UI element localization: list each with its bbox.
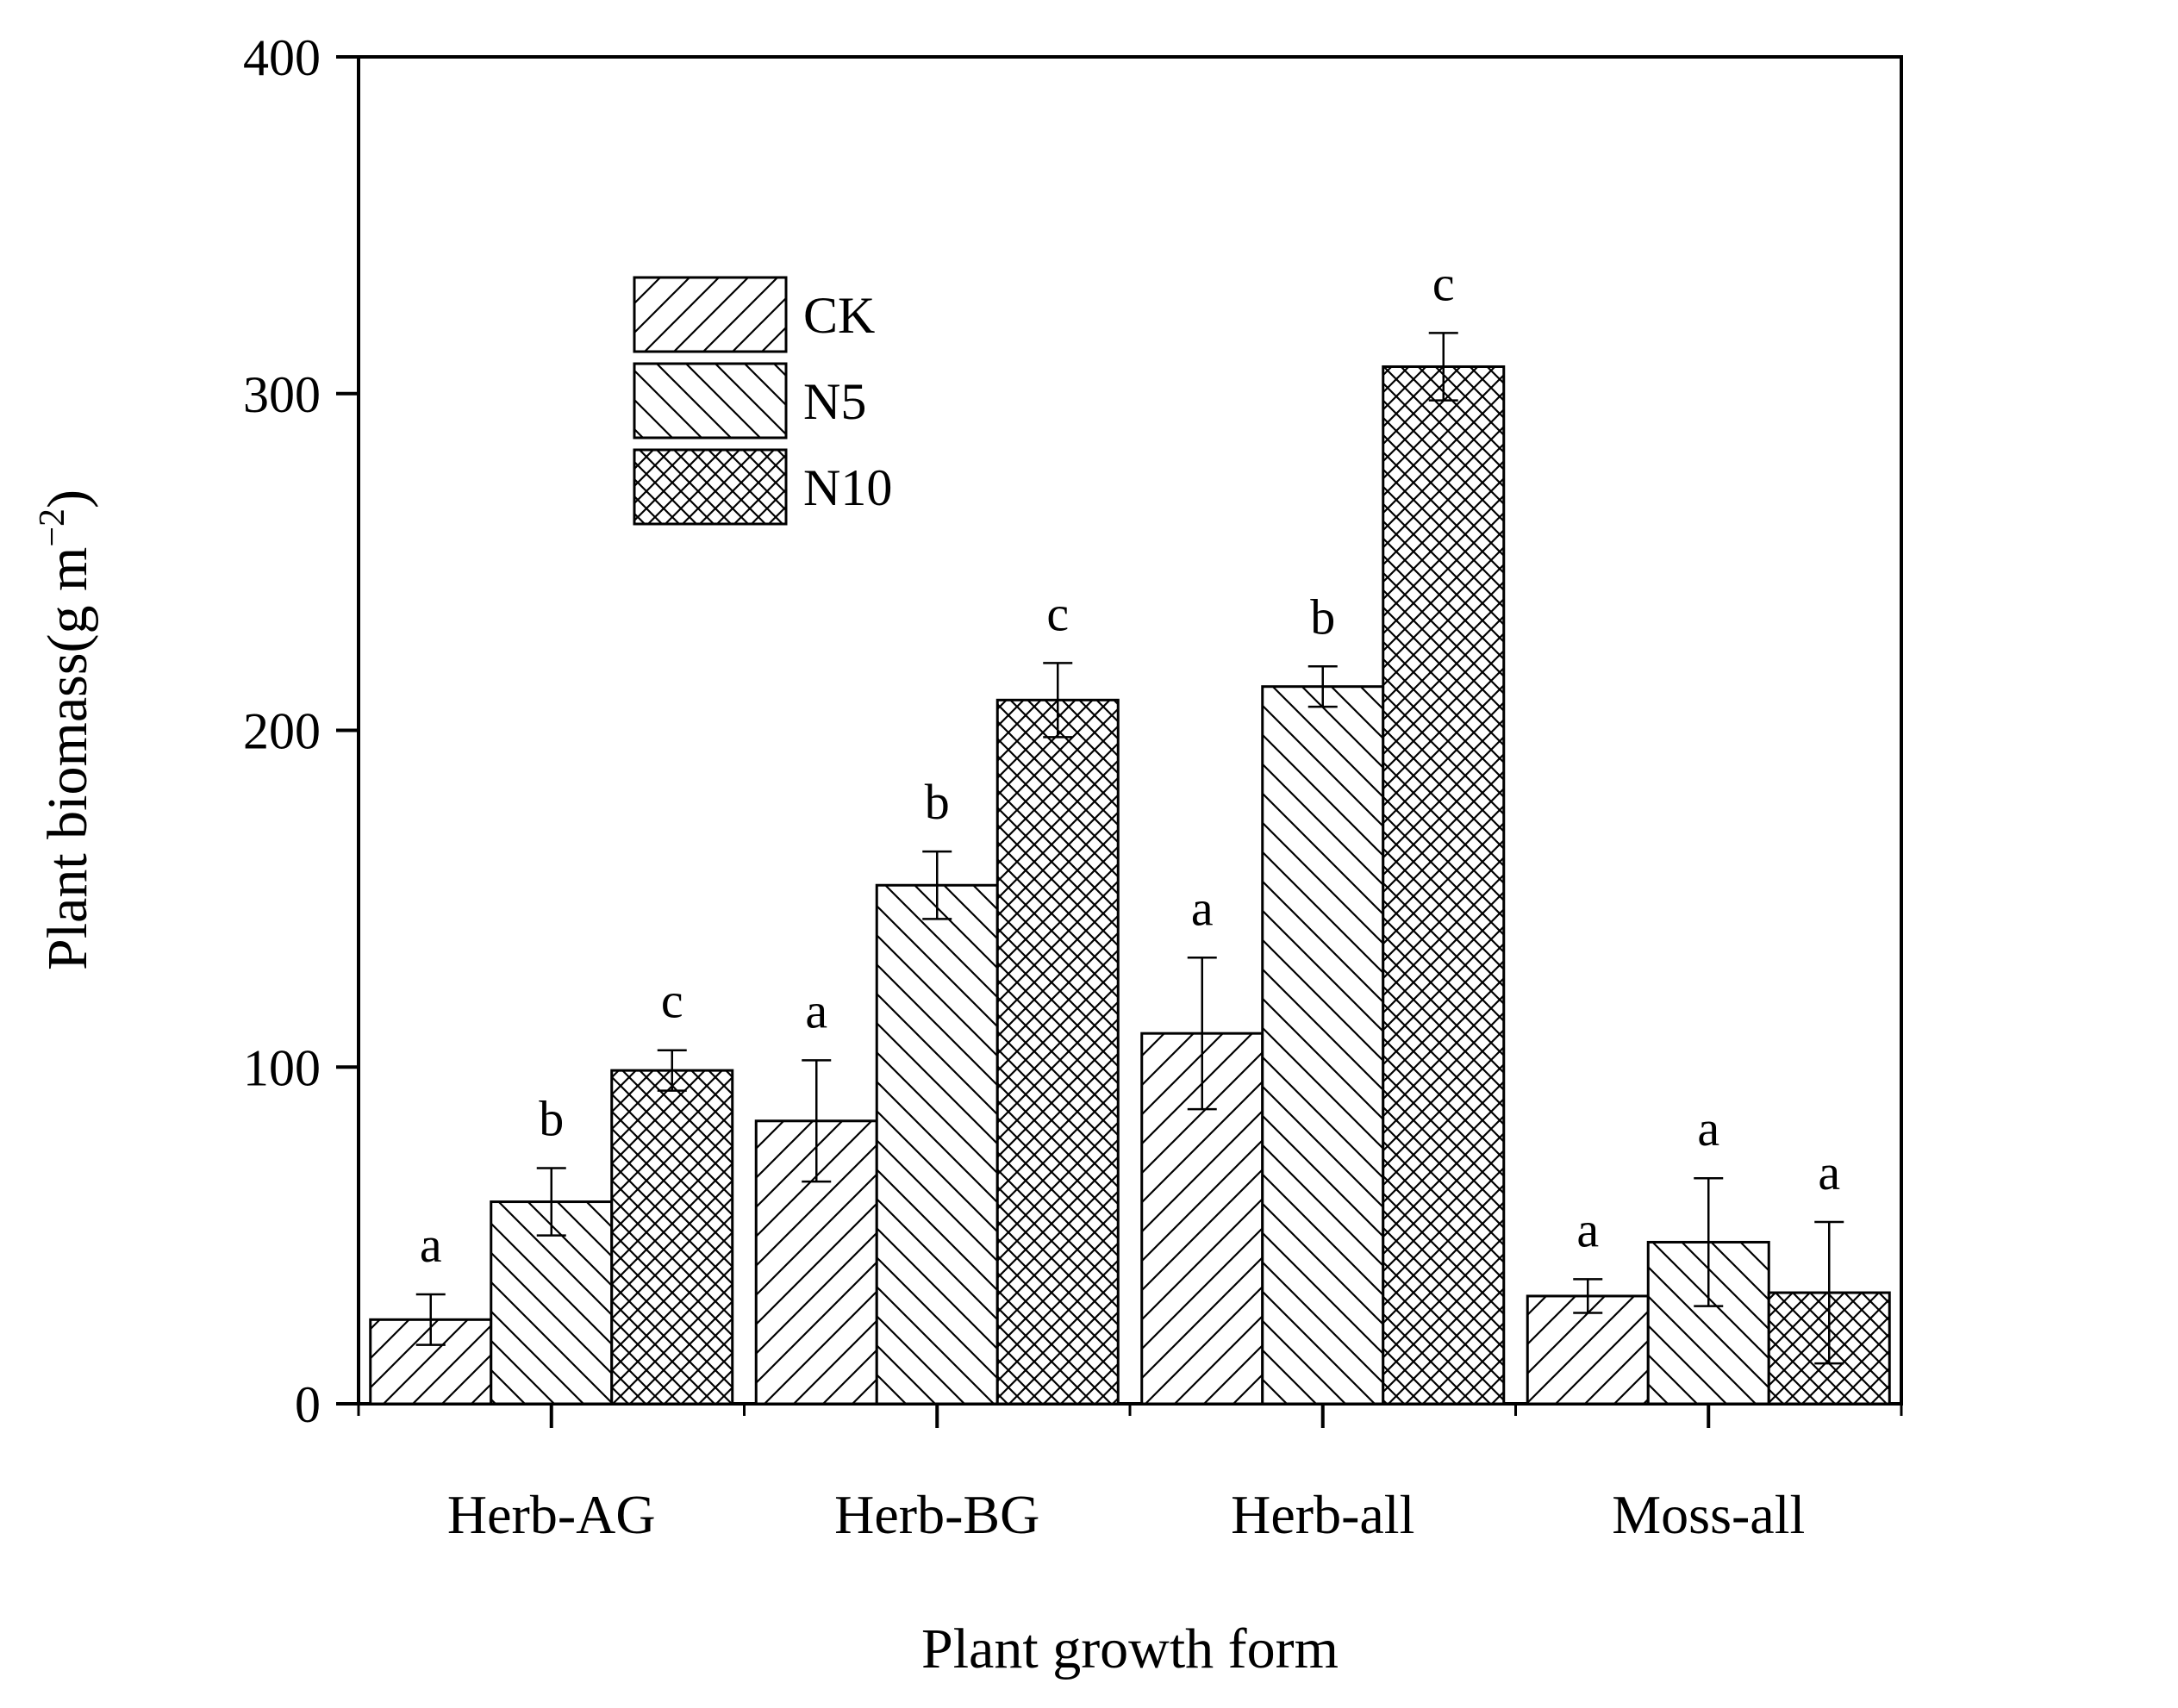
significance-label: a [805,982,827,1038]
legend-swatch-N5 [633,362,788,439]
significance-label: c [661,973,683,1029]
bars: a b c a b c a b c a a a [369,255,1891,1406]
x-tick-label: Herb-AG [447,1484,656,1545]
bar-N10 [1382,365,1506,1406]
y-axis: 0 100 200 300 400 [243,29,359,1433]
y-tick-label: 200 [243,703,321,760]
y-axis-title: Plant biomass(g m−2) [33,489,99,970]
significance-label: b [1310,589,1335,645]
x-tick-label: Herb-BG [834,1484,1039,1545]
significance-label: a [1818,1144,1840,1200]
x-axis-title: Plant growth form [921,1618,1339,1680]
y-axis-title-main: Plant biomass(g m [36,547,99,970]
significance-label: b [539,1090,564,1146]
significance-label: c [1046,585,1069,641]
x-tick-label: Moss-all [1612,1484,1805,1545]
y-tick-label: 400 [243,29,321,86]
significance-label: c [1432,255,1455,311]
y-tick-label: 100 [243,1039,321,1096]
x-axis: Herb-AG Herb-BG Herb-all Moss-all [357,1404,1903,1545]
y-tick-label: 300 [243,366,321,423]
bar-N10 [610,1069,734,1406]
legend-label-CK: CK [803,287,875,344]
legend-swatch-CK [633,276,788,353]
significance-label: a [1191,880,1214,936]
x-tick-label: Herb-all [1231,1484,1414,1545]
significance-label: a [420,1217,442,1273]
significance-label: b [925,774,950,830]
significance-label: a [1576,1201,1599,1257]
y-axis-title-close: ) [36,489,99,508]
legend: CK N5 N10 [633,276,892,526]
legend-label-N10: N10 [803,459,892,516]
y-tick-label: 0 [295,1376,321,1433]
bar-N5 [1261,685,1385,1406]
legend-label-N5: N5 [803,373,866,430]
bar-N10 [995,698,1120,1406]
bar-N5 [875,883,999,1406]
significance-label: a [1697,1100,1719,1156]
y-axis-title-exponent: −2 [33,508,72,547]
legend-swatch-N10 [633,448,788,526]
